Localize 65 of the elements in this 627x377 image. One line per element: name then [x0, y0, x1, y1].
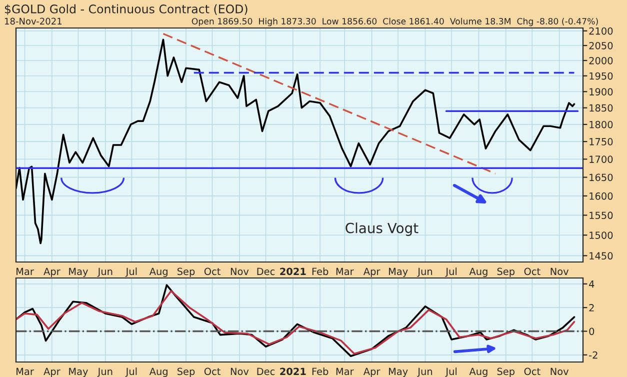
text: 18-Nov-2021 — [4, 18, 62, 25]
y-tick-label: 2 — [589, 304, 594, 312]
x-tick-label: Aug — [469, 268, 488, 277]
line-series — [16, 38, 576, 244]
x-tick-label: Mar — [336, 268, 354, 276]
x-tick-label: Jun — [417, 268, 432, 277]
x-tick-label: Nov — [550, 268, 569, 276]
y-tick-label: 1850 — [590, 104, 613, 112]
x-tick-label: May — [69, 268, 88, 277]
x-tick-label: Oct — [524, 268, 540, 276]
chart-subtitle: Open 1869.50 High 1873.30 Low 1856.60 Close 1861.40 Volume 18.3M Chg -8.80 (-0.47%) — [192, 18, 598, 26]
x-tick-label: Jun — [417, 368, 432, 377]
x-tick-label: Jul — [125, 268, 137, 277]
x-tick-label: 2021 — [280, 368, 306, 376]
x-tick-label: May — [388, 268, 408, 277]
chart-title: $GOLD Gold - Continuous Contract (EOD) — [4, 4, 248, 15]
x-tick-label: Apr — [44, 268, 60, 277]
y-tick-label: 0 — [589, 328, 594, 336]
x-tick-label: Jul — [125, 368, 137, 377]
x-tick-label: Apr — [44, 368, 60, 377]
x-tick-label: Sep — [497, 368, 515, 377]
y-tick-label: 1450 — [590, 252, 613, 260]
x-tick-label: Nov — [230, 368, 249, 376]
y-tick-label: 1800 — [590, 120, 613, 128]
y-tick-label: 1500 — [590, 232, 613, 239]
x-tick-label: Nov — [550, 368, 569, 376]
y-tick-label: 2050 — [589, 42, 613, 50]
x-tick-label: Jul — [445, 268, 456, 277]
x-tick-label: Mar — [16, 268, 34, 276]
x-tick-label: Apr — [363, 268, 380, 277]
y-tick-label: 1550 — [590, 212, 613, 220]
x-tick-label: Mar — [336, 368, 354, 376]
annotation: Claus Vogt — [346, 222, 418, 236]
y-tick-label: 1700 — [590, 156, 613, 163]
x-tick-label: Jun — [97, 368, 112, 377]
x-tick-label: Oct — [204, 368, 220, 376]
x-tick-label: Dec — [257, 268, 275, 276]
y-tick-label: -2 — [589, 351, 598, 359]
x-tick-label: Aug — [149, 368, 168, 377]
y-tick-label: 1650 — [590, 174, 613, 182]
x-tick-label: Sep — [497, 268, 515, 277]
x-tick-label: Mar — [16, 368, 34, 376]
x-tick-label: Sep — [177, 368, 195, 377]
y-tick-label: 4 — [589, 280, 594, 288]
x-tick-label: Nov — [230, 268, 249, 276]
x-tick-label: Dec — [257, 368, 275, 376]
y-tick-label: 2100 — [589, 27, 613, 35]
x-tick-label: Feb — [312, 368, 328, 376]
x-tick-label: Aug — [469, 368, 488, 377]
x-tick-label: 2021 — [280, 268, 306, 276]
y-tick-label: 1600 — [590, 192, 613, 200]
x-tick-label: May — [388, 368, 408, 377]
x-tick-label: Oct — [204, 268, 220, 276]
y-tick-label: 2000 — [589, 56, 613, 64]
y-tick-label: 1900 — [590, 88, 613, 96]
x-tick-label: Aug — [149, 268, 168, 277]
x-tick-label: Jun — [97, 268, 112, 277]
y-tick-label: 1750 — [590, 138, 613, 146]
x-tick-label: Sep — [177, 268, 195, 277]
x-tick-label: Feb — [312, 268, 328, 276]
x-tick-label: Oct — [524, 368, 540, 376]
y-tick-label: 1950 — [590, 72, 613, 80]
x-tick-label: Apr — [363, 368, 380, 377]
x-tick-label: Jul — [445, 368, 456, 377]
x-tick-label: May — [69, 368, 88, 377]
